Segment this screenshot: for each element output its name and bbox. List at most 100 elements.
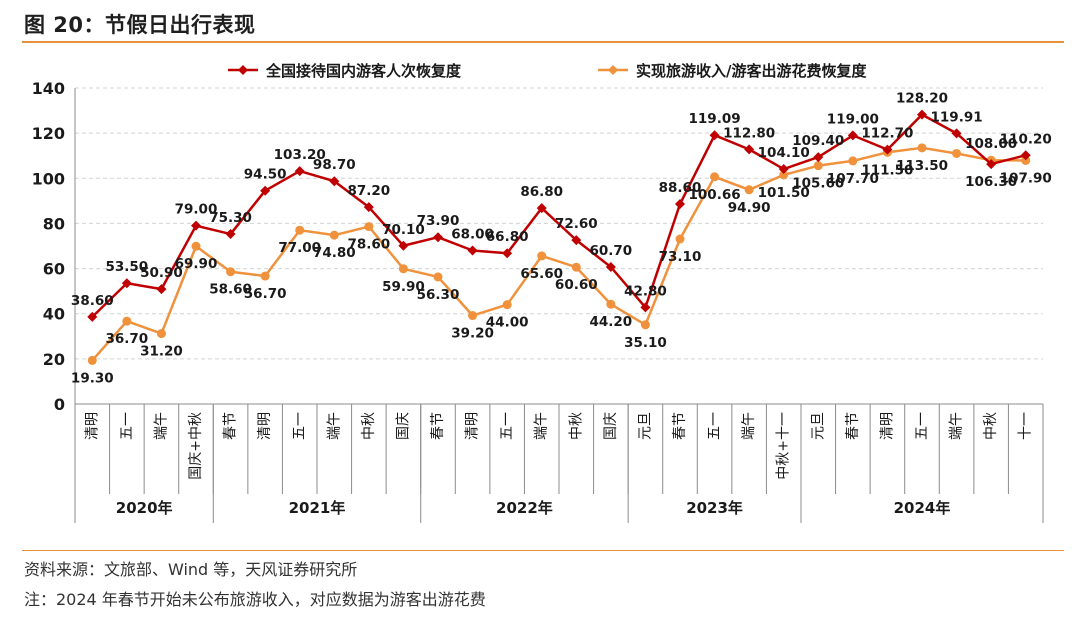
x-tick-label-group: 五一 (292, 412, 308, 440)
data-label: 112.70 (861, 126, 913, 142)
y-tick-label: 20 (43, 350, 65, 369)
x-tick-label: 端午 (534, 412, 550, 440)
x-tick-label: 清明 (465, 412, 481, 440)
data-label: 59.90 (382, 279, 425, 295)
x-tick-label: 中秋 (361, 412, 377, 440)
year-label: 2021年 (289, 499, 346, 517)
x-tick-label: 春节 (223, 412, 239, 440)
x-tick-label: 中秋+十一 (776, 412, 792, 480)
data-label: 35.10 (624, 335, 667, 351)
x-tick-label-group: 清明 (257, 412, 273, 440)
data-label: 42.80 (624, 283, 667, 299)
x-tick-label: 国庆 (395, 412, 411, 440)
data-label: 86.80 (520, 184, 563, 200)
x-tick-label-group: 清明 (465, 412, 481, 440)
series-visitors-point (260, 185, 271, 196)
series-spending-point (571, 262, 581, 272)
data-label: 112.80 (723, 125, 775, 141)
series-spending-point (640, 320, 650, 330)
series-spending-point (156, 329, 166, 339)
x-tick-label-group: 端午 (153, 412, 169, 440)
data-label: 94.90 (728, 200, 771, 216)
series-visitors-point (675, 199, 685, 210)
x-tick-label-group: 十一 (1018, 412, 1034, 440)
series-visitors-point (363, 202, 374, 213)
data-label: 77.00 (278, 240, 321, 256)
data-label: 58.60 (209, 282, 252, 298)
x-tick-label: 五一 (292, 412, 308, 440)
x-tick-label-group: 国庆 (603, 412, 619, 440)
data-label: 108.00 (965, 136, 1017, 152)
x-tick-label-group: 清明 (84, 412, 100, 440)
footnote: 注：2024 年春节开始未公布旅游收入，对应数据为游客出游花费 (24, 590, 486, 609)
series-spending-point (848, 156, 858, 166)
x-tick-label-group: 五一 (707, 412, 723, 440)
x-tick-label-group: 中秋 (983, 412, 999, 440)
data-label: 70.10 (382, 222, 425, 238)
data-label: 72.60 (555, 216, 598, 232)
data-label: 103.20 (274, 147, 326, 163)
x-tick-label: 国庆+中秋 (188, 412, 204, 480)
data-label: 109.40 (792, 133, 844, 149)
data-label: 53.50 (106, 259, 149, 275)
data-label: 36.70 (106, 331, 149, 347)
y-tick-label: 60 (43, 260, 65, 279)
x-tick-label: 清明 (879, 412, 895, 440)
series-spending-point (779, 170, 789, 180)
x-tick-label-group: 中秋+十一 (776, 412, 792, 480)
x-tick-label-group: 国庆 (395, 412, 411, 440)
data-label: 75.30 (209, 210, 252, 226)
data-label: 104.10 (758, 145, 810, 161)
series-visitors-point (536, 203, 547, 214)
data-label: 78.60 (348, 237, 391, 253)
series-visitors-point (433, 232, 443, 243)
data-label: 110.20 (1000, 131, 1052, 147)
legend-label: 全国接待国内游客人次恢复度 (265, 62, 462, 80)
x-tick-label: 中秋 (983, 412, 999, 440)
x-tick-label-group: 五一 (499, 412, 515, 440)
series-spending-point (1021, 155, 1031, 165)
holiday-travel-line-chart: 020406080100120140清明 五一 端午 国庆+中秋 春节 清明 五一 端午 中秋国… (32, 62, 1052, 523)
series-spending-point (813, 161, 823, 171)
x-tick-label: 春节 (845, 412, 861, 440)
series-visitors-point (502, 248, 513, 259)
x-tick-label-group: 端午 (741, 412, 757, 440)
data-label: 65.60 (520, 266, 563, 282)
x-tick-label: 端午 (949, 412, 965, 440)
series-visitors-point (156, 284, 167, 295)
series-spending-point (468, 311, 478, 321)
x-tick-label-group: 元旦 (637, 412, 653, 440)
data-label: 101.50 (758, 185, 810, 201)
data-label: 56.70 (244, 286, 287, 302)
x-tick-label-group: 中秋 (568, 412, 584, 440)
series-spending-point (295, 225, 305, 235)
x-tick-label: 中秋 (568, 412, 584, 440)
x-tick-label: 五一 (119, 412, 135, 440)
series-visitors-point (571, 235, 582, 246)
data-label: 73.10 (659, 249, 702, 265)
year-label: 2022年 (496, 499, 553, 517)
data-label: 60.70 (590, 243, 633, 259)
x-tick-label-group: 春节 (845, 412, 861, 440)
top-rule (22, 41, 1064, 43)
series-visitors-point (882, 144, 893, 155)
figure-title: 图 20：节假日出行表现 (24, 13, 256, 37)
series-spending-point (952, 148, 962, 158)
data-label: 88.60 (659, 180, 702, 196)
year-label: 2023年 (686, 499, 743, 517)
x-tick-label-group: 清明 (879, 412, 895, 440)
series-visitors-point (398, 240, 409, 251)
y-tick-label: 140 (32, 79, 65, 98)
data-label: 56.30 (417, 287, 460, 303)
series-spending-point (398, 264, 408, 274)
x-tick-label-group: 端午 (326, 412, 342, 440)
y-tick-label: 40 (43, 305, 65, 324)
series-visitors-point (847, 130, 858, 141)
data-label: 119.09 (689, 111, 741, 127)
legend-marker (608, 65, 618, 75)
bottom-rule (22, 550, 1064, 551)
series-visitors-point (986, 159, 997, 170)
data-label: 105.60 (792, 176, 844, 192)
x-tick-label-group: 国庆+中秋 (188, 412, 204, 480)
data-label: 38.60 (71, 293, 114, 309)
